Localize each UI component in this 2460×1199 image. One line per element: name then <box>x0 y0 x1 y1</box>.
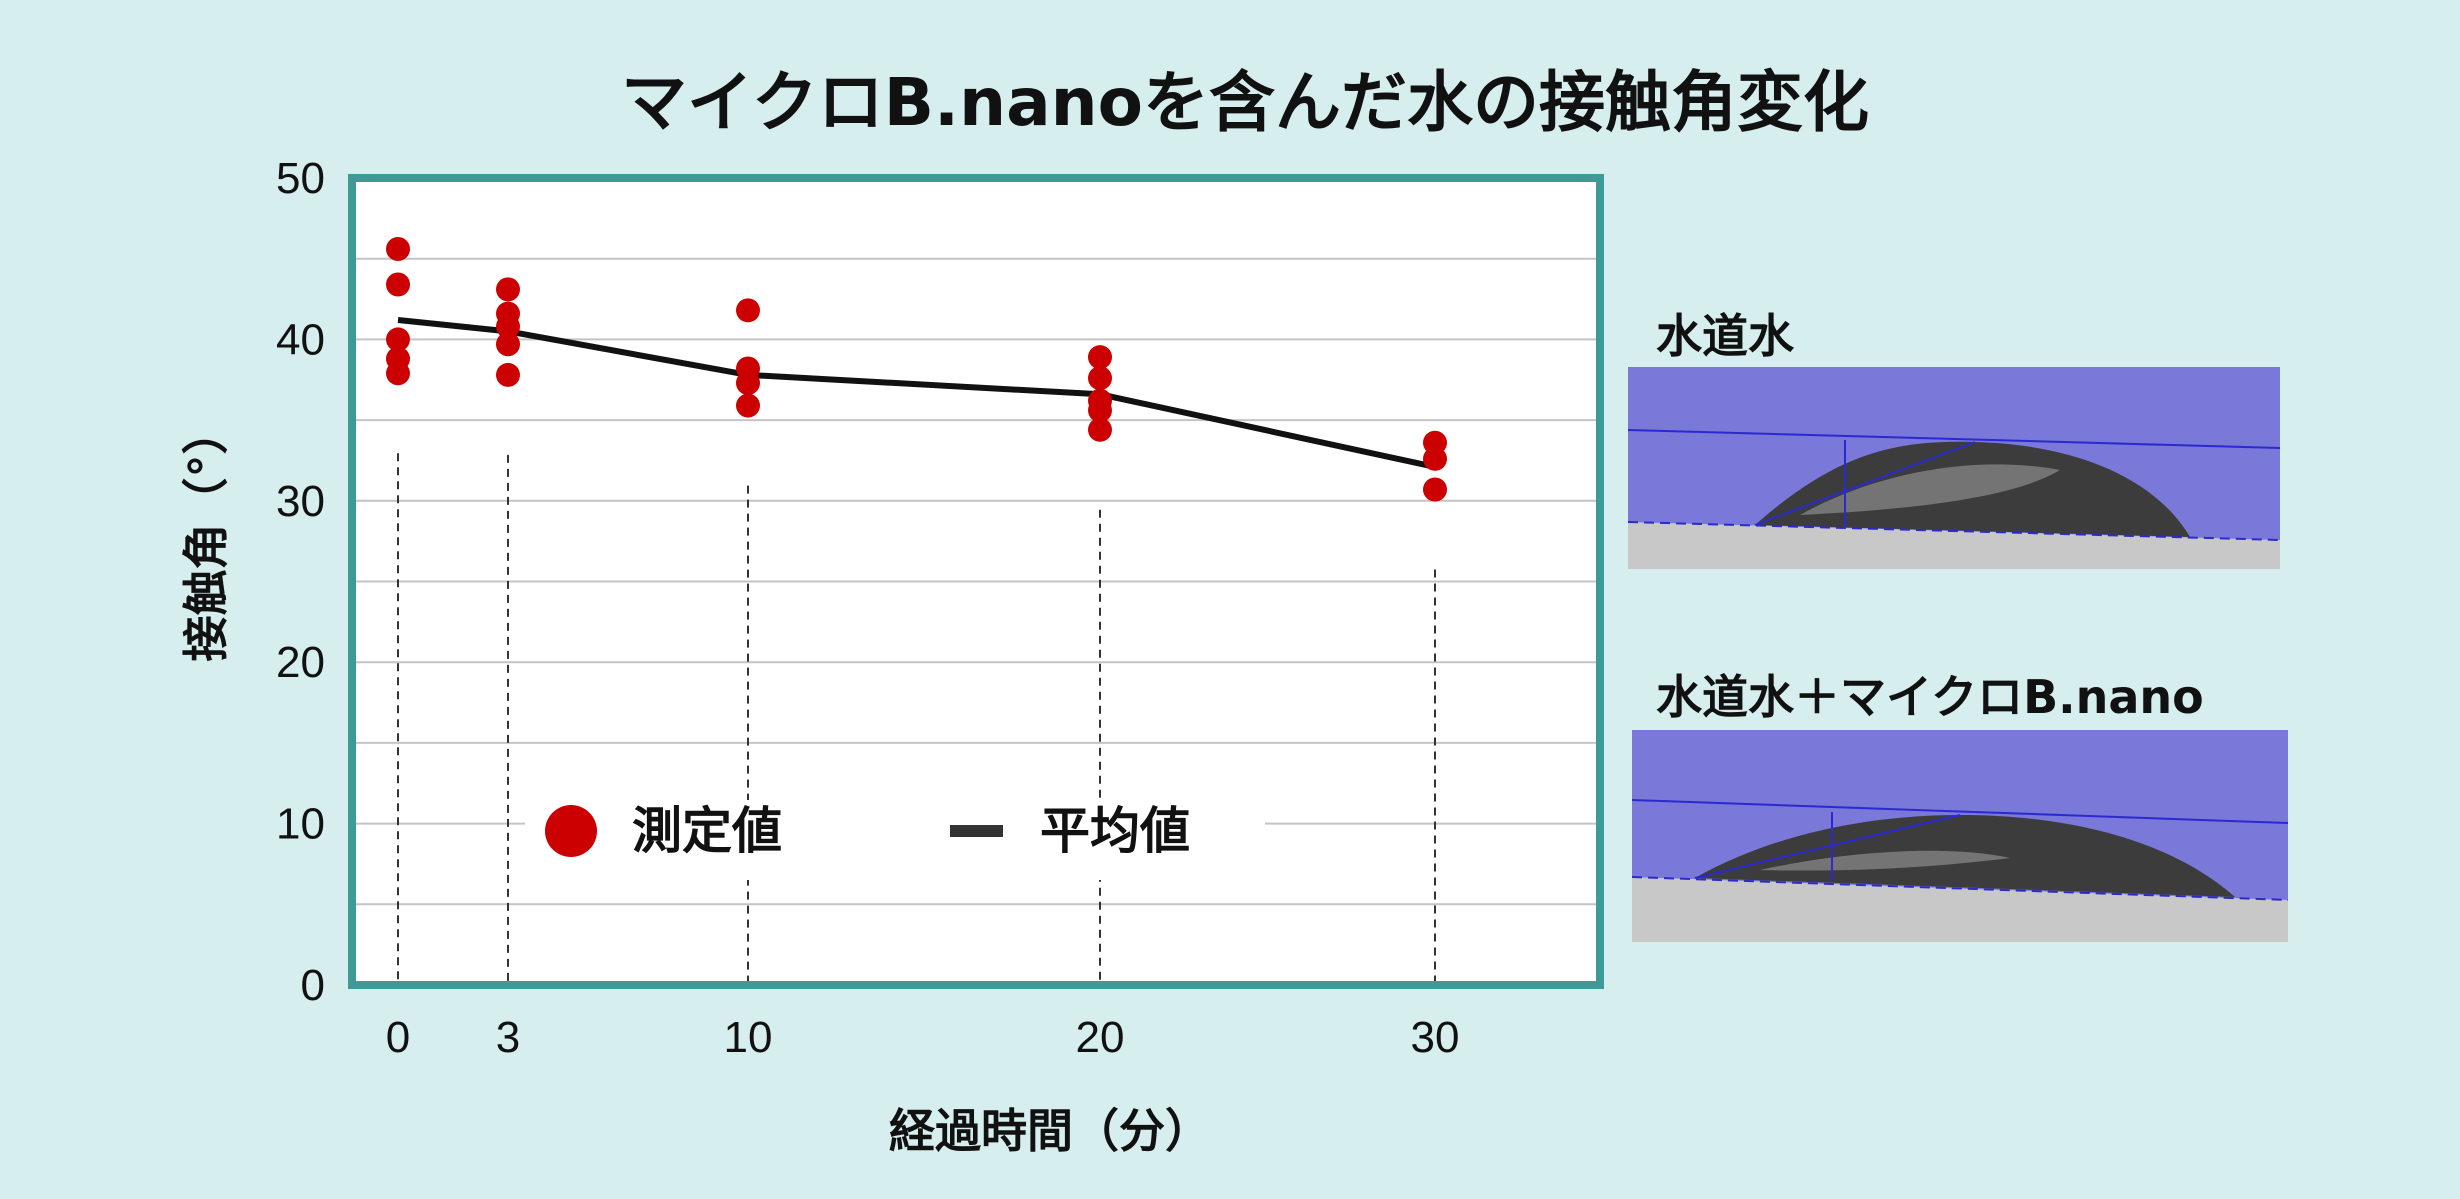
guide-lines <box>397 453 1436 981</box>
x-axis-ticks: 0 3 10 20 30 <box>386 1013 1460 1062</box>
legend-label-measured: 測定値 <box>632 802 782 860</box>
photo-label-tap-water: 水道水 <box>1656 309 1795 363</box>
y-axis-label: 接触角（°） <box>179 409 233 662</box>
legend-label-average: 平均値 <box>1040 802 1190 860</box>
data-point <box>1088 345 1112 370</box>
x-tick-label: 0 <box>386 1013 410 1062</box>
legend-marker-average <box>950 825 1003 837</box>
chart-title: マイクロB.nanoを含んだ水の接触角変化 <box>621 64 1869 141</box>
legend: 測定値 平均値 <box>525 800 1265 880</box>
data-point <box>386 237 410 262</box>
data-point <box>1423 446 1447 471</box>
y-tick-label: 20 <box>276 638 325 687</box>
photo-floor <box>1632 877 2288 942</box>
photo-floor <box>1628 522 2280 569</box>
data-point <box>1088 417 1112 442</box>
data-point <box>1423 477 1447 502</box>
droplet-photo-tap-water <box>1627 367 2281 569</box>
legend-background <box>525 800 1265 880</box>
baseline-lower <box>1631 876 2289 901</box>
y-axis-ticks: 0 10 20 30 40 50 <box>276 154 325 1010</box>
legend-marker-measured <box>545 805 597 857</box>
x-axis-label: 経過時間（分） <box>889 1104 1211 1158</box>
data-point <box>736 298 760 323</box>
data-point <box>496 332 520 357</box>
data-point <box>1088 398 1112 423</box>
droplet-highlight <box>1800 464 2060 515</box>
data-point <box>496 277 520 302</box>
tangent-line <box>1754 441 1976 526</box>
y-tick-label: 30 <box>276 477 325 526</box>
baseline-upper <box>1631 799 2289 824</box>
data-point <box>386 361 410 386</box>
data-point <box>386 272 410 297</box>
x-tick-label: 20 <box>1076 1013 1125 1062</box>
data-point <box>496 362 520 387</box>
y-tick-label: 50 <box>276 154 325 203</box>
droplet-photo-tap-water-nano <box>1631 730 2289 942</box>
plot-border <box>348 174 1604 989</box>
y-tick-label: 10 <box>276 800 325 849</box>
data-point <box>736 393 760 418</box>
tangent-line <box>1694 814 1961 879</box>
x-tick-label: 30 <box>1411 1013 1460 1062</box>
y-tick-label: 40 <box>276 315 325 364</box>
baseline-upper <box>1627 429 2281 449</box>
data-point <box>1088 366 1112 391</box>
measurement-points <box>386 237 1447 502</box>
x-tick-label: 3 <box>496 1013 520 1062</box>
y-tick-label: 0 <box>301 961 325 1010</box>
photo-label-tap-water-nano: 水道水＋マイクロB.nano <box>1656 670 2204 724</box>
data-point <box>496 314 520 339</box>
data-point <box>736 370 760 395</box>
x-tick-label: 10 <box>724 1013 773 1062</box>
droplet-highlight <box>1760 850 2010 871</box>
baseline-lower <box>1627 521 2281 541</box>
data-point <box>386 327 410 352</box>
